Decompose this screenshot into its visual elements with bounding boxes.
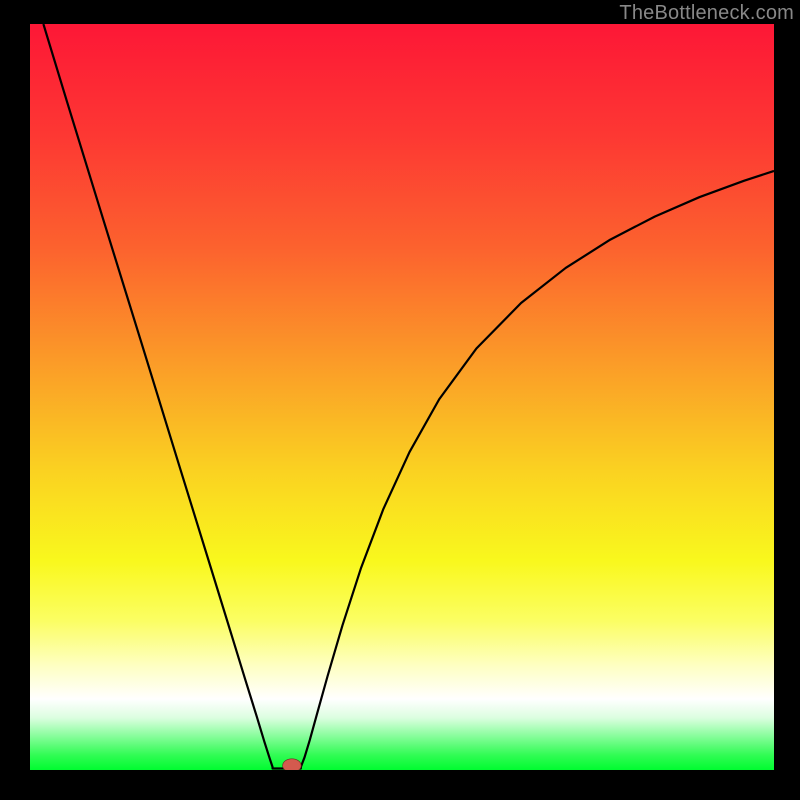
plot-area	[30, 24, 774, 770]
gradient-background	[30, 24, 774, 770]
optimum-marker	[283, 759, 302, 770]
watermark-text: TheBottleneck.com	[619, 2, 794, 25]
plot-svg	[30, 24, 774, 770]
chart-container: TheBottleneck.com	[0, 0, 800, 800]
